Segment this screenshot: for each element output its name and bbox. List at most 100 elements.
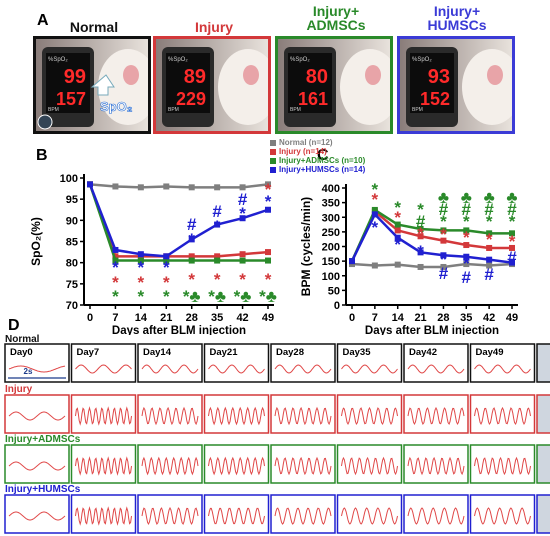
- significance-marker-icon: *: [265, 192, 272, 211]
- series-line-0: [89, 183, 269, 189]
- data-point: [486, 230, 493, 237]
- significance-marker-icon: *: [417, 224, 424, 243]
- scale-label: 2s: [24, 367, 33, 376]
- day-label: Day21: [210, 347, 239, 358]
- y-tick-label: 100: [322, 271, 340, 283]
- oximeter-photo-normal: %SpO₂ 99 157 BPM SpO₂: [33, 36, 151, 134]
- waveform-box: [270, 494, 336, 534]
- bpm-display: 157: [56, 89, 86, 109]
- significance-marker-icon: *: [440, 250, 447, 269]
- legend-item: Injury (n=14): [270, 147, 410, 156]
- y-axis-label: BPM (cycles/min): [299, 197, 313, 296]
- significance-marker-icon: *: [463, 212, 470, 231]
- significance-marker-icon: #: [238, 190, 248, 209]
- data-point: [214, 257, 221, 264]
- pulse-waveform: [208, 456, 265, 476]
- x-tick-label: 28: [437, 312, 449, 324]
- series-line-0: [351, 262, 513, 269]
- y-tick-label: 50: [328, 285, 340, 297]
- sensor-label: %SpO₂: [412, 57, 432, 63]
- pulse-waveform: [474, 456, 531, 476]
- pulse-waveform: [208, 406, 265, 426]
- bpm-display: 229: [176, 89, 206, 109]
- oximeter-photo-injury: %SpO₂ 89 229 BPM: [153, 36, 271, 134]
- legend-swatch: [270, 157, 276, 164]
- pulse-waveform: [474, 364, 531, 374]
- significance-marker-icon: *: [440, 212, 447, 231]
- significance-marker-icon: *: [509, 212, 516, 231]
- significance-marker-icon: *: [138, 273, 145, 292]
- spo2-display: 93: [428, 66, 450, 88]
- legend-item: Injury+HUMSCs (n=14): [270, 165, 410, 174]
- legend-label: Injury+HUMSCs (n=14): [279, 165, 366, 174]
- panel-label-c: C: [317, 147, 329, 164]
- data-point: [265, 249, 271, 256]
- x-tick-label: 42: [483, 312, 495, 324]
- significance-marker-icon: *: [112, 287, 119, 306]
- day-label: Day35: [343, 347, 372, 358]
- y-tick-label: 250: [322, 227, 340, 239]
- data-point: [440, 237, 447, 244]
- waveform-box: [336, 494, 403, 534]
- significance-marker-icon: *: [138, 287, 145, 306]
- series-line-1: [350, 209, 512, 262]
- x-tick-label: 7: [372, 312, 378, 324]
- significance-marker-icon: *: [163, 258, 170, 277]
- pulse-waveform: [75, 456, 132, 476]
- x-tick-label: 14: [135, 312, 148, 324]
- legend-item: Normal (n=12): [270, 138, 410, 147]
- significance-marker-icon: *: [372, 190, 379, 209]
- significance-marker-icon: ♣: [506, 188, 517, 207]
- photo-title-admscs: Injury+ ADMSCs: [276, 4, 396, 32]
- y-tick-label: 350: [322, 198, 340, 210]
- data-point: [112, 253, 119, 260]
- photo-title-humscs-line1: Injury+: [433, 3, 481, 19]
- waveform-end-box: [536, 343, 550, 383]
- significance-marker-icon: ♣: [484, 188, 495, 207]
- waveform-box: [137, 444, 203, 484]
- data-point: [440, 252, 447, 259]
- data-point: [214, 221, 221, 228]
- waveform-box: [403, 343, 469, 383]
- bpm-label: BPM: [48, 107, 59, 113]
- day-label: Day28: [276, 347, 304, 358]
- data-point: [239, 251, 246, 258]
- data-point: [463, 253, 470, 260]
- legend-label: Normal (n=12): [279, 138, 333, 147]
- data-point: [486, 244, 493, 251]
- sensor-label: %SpO₂: [48, 57, 68, 63]
- arrow-icon: [90, 74, 115, 96]
- photo-title-admscs-line2: ADMSCs: [306, 17, 366, 33]
- y-axis-label: SpO₂(%): [29, 217, 43, 266]
- pulse-waveform: [75, 364, 132, 374]
- waveform-box: [203, 444, 270, 484]
- data-point: [188, 257, 195, 264]
- day-label: Day49: [476, 347, 504, 358]
- data-point: [265, 206, 271, 213]
- data-point: [417, 249, 424, 256]
- x-tick-label: 21: [414, 312, 426, 324]
- waveform-box: [203, 394, 270, 434]
- data-point: [371, 262, 378, 269]
- bpm-display: 161: [298, 89, 328, 109]
- pulse-waveform: [274, 406, 332, 426]
- pulse-waveform: [75, 506, 132, 526]
- pulse-waveform: [407, 406, 465, 426]
- data-point: [188, 236, 195, 243]
- pulse-waveform: [141, 406, 199, 426]
- significance-marker-icon: *: [440, 225, 447, 244]
- y-tick-label: 100: [60, 173, 78, 185]
- day-label: Day14: [143, 347, 172, 358]
- pulse-waveform-panel: Normal Day0 Day7 Day14 Day21 Day28 Day35 Day42 D…: [4, 334, 550, 534]
- y-tick-label: 70: [66, 300, 78, 312]
- data-point: [463, 227, 470, 234]
- data-point: [163, 257, 170, 264]
- pulse-waveform: [8, 511, 66, 521]
- y-tick-label: 400: [322, 183, 340, 195]
- x-tick-label: 49: [262, 312, 274, 324]
- data-point: [394, 261, 401, 268]
- significance-marker-icon: *: [394, 208, 401, 227]
- data-point: [463, 261, 470, 268]
